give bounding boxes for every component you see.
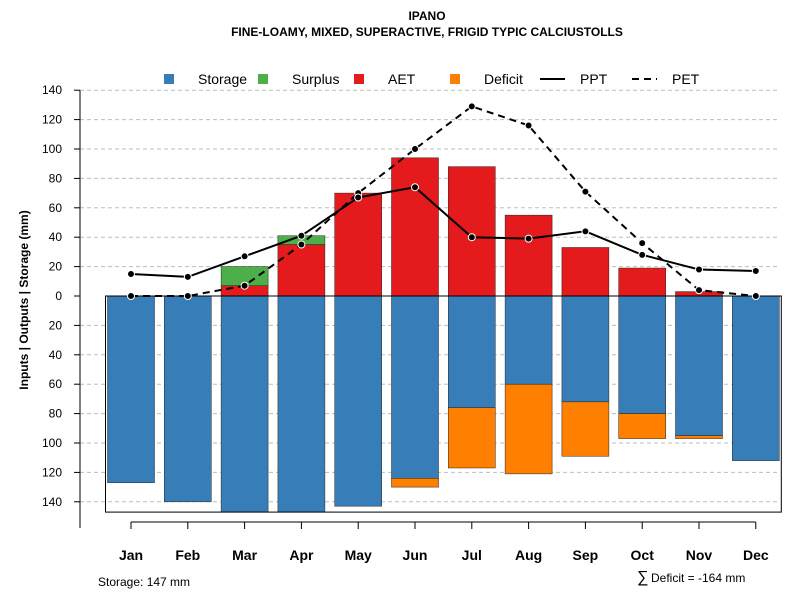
y-tick-label: 80 [49,171,63,185]
y-axis-label: Inputs | Outputs | Storage (mm) [17,210,31,389]
pet-point [467,102,476,111]
aet-bar [504,214,553,297]
deficit-bar [561,401,610,457]
pet-point [581,187,590,196]
x-tick-label: Oct [631,547,655,563]
pet-point [240,281,249,290]
y-tick-label: 20 [49,260,63,274]
storage-bar [561,295,610,403]
x-tick-label: Nov [686,547,713,563]
deficit-bar [618,413,666,439]
ppt-point [411,183,419,192]
ppt-point [240,252,249,261]
ppt-point [638,250,647,259]
pet-point [297,240,306,249]
ppt-point [467,233,476,242]
ppt-point [127,269,135,278]
chart-title: IPANO [408,9,445,23]
sum-symbol: ∑ [637,569,648,586]
aet-bar [561,247,610,297]
y-tick-label: 140 [42,495,62,509]
y-tick-label: 40 [49,348,63,362]
pet-point [695,286,703,295]
deficit-bar [391,478,439,488]
pet-line [131,105,756,297]
aet-bar [391,157,439,297]
ppt-point [183,272,192,281]
x-tick-label: Aug [515,547,542,563]
storage-bar [220,295,269,513]
x-axis: Jan Feb Mar Apr May Jun Jul Aug Sep Oct Nov Dec [119,521,769,563]
legend-label: Surplus [292,71,339,87]
storage-bar [277,295,326,513]
ppt-point [581,227,590,236]
y-tick-label: 100 [42,436,62,450]
y-tick-label: 60 [49,377,63,391]
legend-swatch [354,74,364,84]
legend-swatch [164,74,174,84]
x-tick-label: Sep [573,547,599,563]
y-tick-label: 120 [42,113,62,127]
aet-bar [277,244,326,297]
legend-swatch [450,74,460,84]
legend: Storage Surplus AET Deficit PPT PET [164,71,700,87]
storage-bar [675,295,723,436]
y-axis: 140 120 100 80 60 40 20 0 20 40 60 80 100 120 140 [42,83,81,529]
storage-bar [164,295,212,503]
x-tick-label: Jul [462,547,482,563]
pet-point [524,121,533,130]
legend-label: PPT [580,71,608,87]
legend-label: PET [672,71,700,87]
ppt-point [524,234,533,243]
x-tick-label: Jun [403,547,428,563]
chart-subtitle: FINE-LOAMY, MIXED, SUPERACTIVE, FRIGID T… [231,25,623,39]
storage-annotation: Storage: 147 mm [98,575,190,589]
ppt-point [695,265,703,274]
y-tick-label: 0 [55,289,62,303]
ppt-point [297,231,306,240]
aet-bar [334,192,382,297]
deficit-bar [448,407,496,469]
pet-point [751,292,760,300]
pet-point [183,292,192,300]
ppt-point [354,193,363,202]
aet-bar [618,267,666,297]
storage-bar [504,295,553,385]
x-tick-label: Feb [175,547,200,563]
deficit-annotation: Deficit = -164 mm [651,571,745,585]
legend-label: Storage [198,71,247,87]
x-tick-label: Mar [232,547,257,563]
pet-point [638,239,647,248]
series-lines [127,102,760,300]
x-tick-label: May [345,547,372,563]
legend-swatch [258,74,268,84]
aet-bar [448,166,496,297]
storage-bar [732,295,780,461]
storage-bar [334,295,382,507]
bars [105,157,782,513]
y-tick-label: 80 [49,407,63,421]
y-tick-label: 60 [49,201,63,215]
y-tick-label: 140 [42,83,62,97]
storage-bar [448,295,496,408]
storage-bar [107,295,155,483]
x-tick-label: Dec [743,547,769,563]
x-tick-label: Jan [119,547,143,563]
ppt-point [751,267,760,276]
y-tick-label: 40 [49,230,63,244]
storage-bar [618,295,666,414]
deficit-bar [675,435,723,439]
pet-point [127,292,135,300]
ppt-line [130,186,756,278]
y-tick-label: 100 [42,142,62,156]
y-tick-label: 20 [49,318,63,332]
storage-bar [391,295,439,479]
legend-label: AET [388,71,416,87]
y-tick-label: 120 [42,465,62,479]
pet-point [411,145,419,153]
x-tick-label: Apr [289,547,314,563]
deficit-bar [504,383,553,475]
legend-label: Deficit [484,71,523,87]
